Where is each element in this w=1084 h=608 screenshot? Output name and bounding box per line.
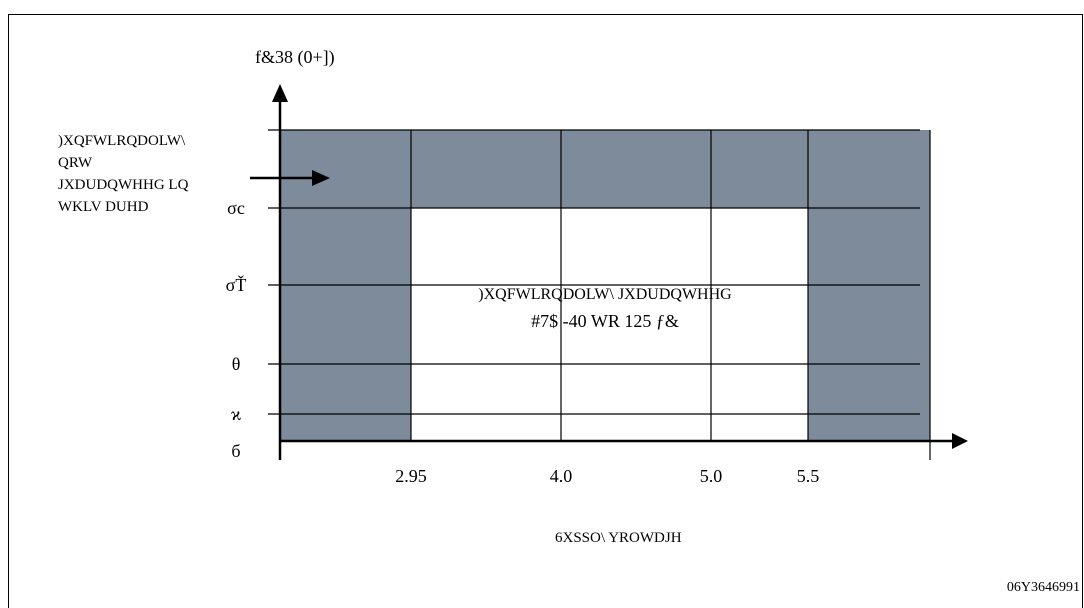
- y-axis-label-text: f&38 (0+]): [255, 47, 335, 67]
- y-axis-label: f&38 (0+]): [255, 48, 335, 66]
- guaranteed-label-line2: #7$ -40 WR 125 ƒ&: [531, 311, 679, 331]
- guaranteed-region: [411, 208, 808, 441]
- figure-frame: [8, 14, 1083, 608]
- y-tick-label: σŤ: [226, 274, 247, 295]
- x-tick-label: 4.0: [550, 466, 573, 486]
- figure-id: 06Y3646991: [1006, 580, 1080, 595]
- guaranteed-label-line1: )XQFWLRQDOLW\ JXDUDQWHHG: [478, 286, 732, 303]
- x-axis-label-text: 6XSSO\ YROWDJH: [555, 530, 682, 546]
- y-tick-label: θ: [232, 354, 241, 374]
- y-tick-label: ϰ: [231, 404, 241, 424]
- annotation-arrowhead: [312, 170, 330, 186]
- annotation-line: QRW: [58, 155, 93, 171]
- not-guaranteed-annotation: )XQFWLRQDOLW\ QRW JXDUDQWHHG LQ WKLV DUH…: [58, 130, 188, 218]
- y-tick-label: б: [231, 441, 240, 461]
- x-tick-label: 5.0: [700, 466, 723, 486]
- annotation-line: WKLV DUHD: [58, 199, 149, 215]
- x-axis-label: 6XSSO\ YROWDJH: [555, 531, 682, 546]
- x-tick-label: 5.5: [797, 466, 820, 486]
- guaranteed-label: )XQFWLRQDOLW\ JXDUDQWHHG #7$ -40 WR 125 …: [470, 286, 740, 331]
- y-axis-arrowhead: [272, 84, 288, 102]
- annotation-line: JXDUDQWHHG LQ: [58, 177, 189, 193]
- x-axis-arrowhead: [952, 433, 968, 449]
- y-tick-label: σc: [227, 198, 245, 218]
- annotation-line: )XQFWLRQDOLW\: [58, 133, 186, 149]
- x-tick-label: 2.95: [395, 466, 427, 486]
